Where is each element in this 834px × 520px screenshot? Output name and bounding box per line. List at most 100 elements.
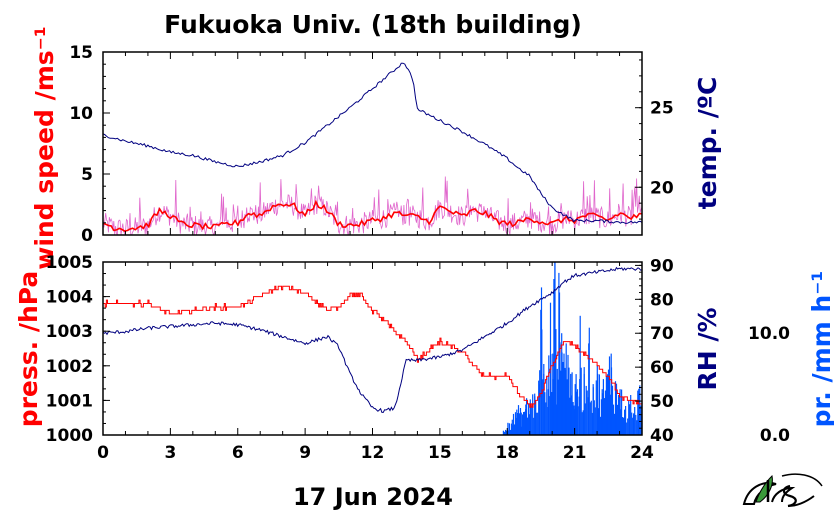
precip-bar xyxy=(543,373,545,435)
precip-bar xyxy=(588,327,590,435)
chart-title: Fukuoka Univ. (18th building) xyxy=(164,10,582,39)
right-tick-label: 90 xyxy=(650,256,674,276)
ies-logo-icon xyxy=(742,473,823,508)
precip-bar xyxy=(563,353,565,435)
x-tick-label: 21 xyxy=(563,443,587,463)
precip-bar xyxy=(593,400,595,435)
precip-bar xyxy=(618,395,620,435)
left-tick-label: 1001 xyxy=(46,391,93,411)
precip-axis-label: pr. /mm h⁻¹ xyxy=(807,271,834,428)
precip-bar xyxy=(552,353,554,435)
precip-bar xyxy=(538,380,540,435)
precip-bar xyxy=(542,379,544,435)
precip-bar xyxy=(630,395,632,435)
press-axis-label: press. /hPa xyxy=(14,271,43,428)
precip-bar xyxy=(636,420,638,435)
precip-bar xyxy=(551,392,553,435)
precip-bar xyxy=(560,370,562,435)
precip-tick-label: 0.0 xyxy=(760,426,790,446)
date-label: 17 Jun 2024 xyxy=(293,483,453,511)
x-tick-label: 15 xyxy=(428,443,452,463)
precip-bar xyxy=(589,402,591,435)
precip-bar xyxy=(575,374,577,435)
precip-bar xyxy=(638,388,640,435)
precip-bar xyxy=(594,407,596,435)
precip-bar xyxy=(527,417,529,435)
precip-bar xyxy=(517,405,520,435)
precip-bar xyxy=(547,389,549,435)
precip-bar xyxy=(555,329,557,435)
precip-bar xyxy=(529,399,531,435)
precip-bar xyxy=(634,407,636,435)
precip-bar xyxy=(512,413,515,435)
precip-bar xyxy=(627,418,629,435)
precip-bar xyxy=(623,417,625,435)
precip-bar xyxy=(633,414,635,435)
precip-bar xyxy=(520,412,522,435)
precip-bar xyxy=(558,292,561,435)
precip-bar xyxy=(556,368,558,435)
precip-bar xyxy=(574,384,576,435)
precip-bar xyxy=(565,343,567,435)
precip-bar xyxy=(603,398,605,435)
left-tick-label: 10 xyxy=(69,104,93,124)
precip-bar xyxy=(513,424,516,435)
precip-bar xyxy=(519,408,522,435)
wind-speed-series xyxy=(103,199,642,232)
right-tick-label: 60 xyxy=(650,358,674,378)
precip-bar xyxy=(609,394,612,435)
precip-bar xyxy=(508,423,510,435)
precip-bar xyxy=(637,394,639,435)
precip-bar xyxy=(612,404,615,435)
precip-bar xyxy=(536,412,538,435)
precip-bar xyxy=(635,414,637,435)
left-tick-label: 0 xyxy=(81,226,93,246)
right-tick-label: 40 xyxy=(650,426,674,446)
precip-bar xyxy=(624,409,626,435)
precip-bar xyxy=(597,408,599,435)
precip-bar xyxy=(592,384,594,435)
x-tick-label: 0 xyxy=(97,443,109,463)
rh-axis-label: RH /% xyxy=(693,307,722,390)
precip-bar xyxy=(580,367,582,435)
precip-bar xyxy=(600,399,602,435)
left-tick-label: 1003 xyxy=(46,322,93,342)
precip-bar xyxy=(606,379,608,435)
precip-bar xyxy=(566,379,568,435)
right-tick-label: 20 xyxy=(650,178,674,198)
precip-bar xyxy=(626,422,628,435)
precip-bar xyxy=(597,373,599,435)
left-tick-label: 15 xyxy=(69,43,93,63)
precip-bar xyxy=(507,422,509,435)
precip-bar xyxy=(602,379,604,435)
precip-bar xyxy=(595,380,597,435)
precip-bar xyxy=(514,412,517,435)
precip-bar xyxy=(607,369,610,435)
precip-bar xyxy=(615,383,618,435)
precip-bar xyxy=(537,412,539,435)
precip-bar xyxy=(573,405,575,435)
wind-gust-series xyxy=(103,176,642,235)
precip-bar xyxy=(579,379,581,435)
precip-bar xyxy=(509,429,511,435)
precip-bar xyxy=(554,262,556,435)
precip-bar xyxy=(546,376,548,435)
left-tick-label: 1002 xyxy=(46,357,93,377)
precip-bar xyxy=(531,405,533,435)
humidity-series xyxy=(103,266,642,413)
precip-bar xyxy=(564,367,566,435)
precip-bar xyxy=(615,384,617,435)
precip-bar xyxy=(528,403,530,435)
temperature-series xyxy=(103,62,642,225)
precip-bar xyxy=(549,396,551,435)
precip-bar xyxy=(522,414,524,435)
precip-bar xyxy=(553,279,555,435)
precip-bar xyxy=(604,390,606,435)
precip-bar xyxy=(568,367,570,435)
precip-bar xyxy=(567,354,569,435)
precip-bar xyxy=(582,410,584,435)
x-tick-label: 18 xyxy=(495,443,519,463)
precip-bar xyxy=(538,384,540,435)
precip-bar xyxy=(510,423,512,435)
left-tick-label: 1005 xyxy=(46,253,93,273)
